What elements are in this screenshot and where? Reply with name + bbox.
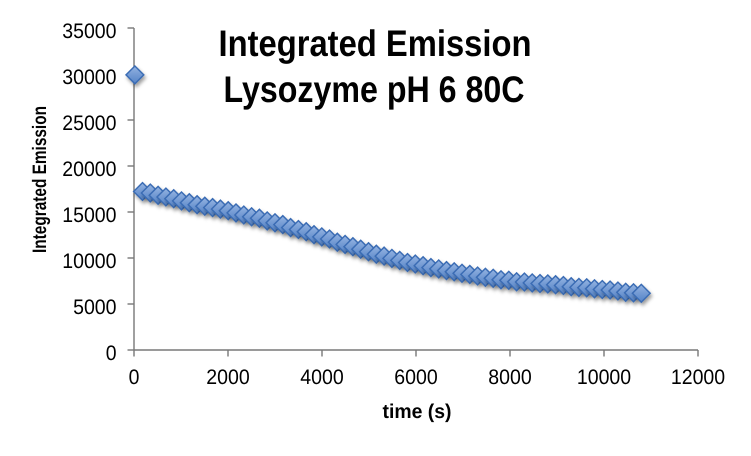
svg-text:4000: 4000 [300, 366, 343, 389]
svg-text:35000: 35000 [62, 20, 116, 43]
svg-text:0: 0 [106, 342, 117, 365]
svg-text:10000: 10000 [577, 366, 631, 389]
svg-text:0: 0 [129, 366, 140, 389]
svg-text:8000: 8000 [488, 366, 531, 389]
svg-text:time (s): time (s) [383, 401, 452, 423]
svg-text:25000: 25000 [62, 112, 116, 135]
svg-text:30000: 30000 [62, 66, 116, 89]
svg-text:Lysozyme pH 6 80C: Lysozyme pH 6 80C [224, 69, 525, 110]
svg-text:2000: 2000 [206, 366, 249, 389]
svg-text:5000: 5000 [73, 296, 116, 319]
svg-text:12000: 12000 [671, 366, 725, 389]
svg-text:Integrated Emission: Integrated Emission [219, 23, 532, 64]
svg-text:Integrated Emission: Integrated Emission [29, 106, 51, 253]
svg-text:15000: 15000 [62, 204, 116, 227]
svg-text:20000: 20000 [62, 158, 116, 181]
svg-text:10000: 10000 [62, 250, 116, 273]
svg-text:6000: 6000 [394, 366, 437, 389]
